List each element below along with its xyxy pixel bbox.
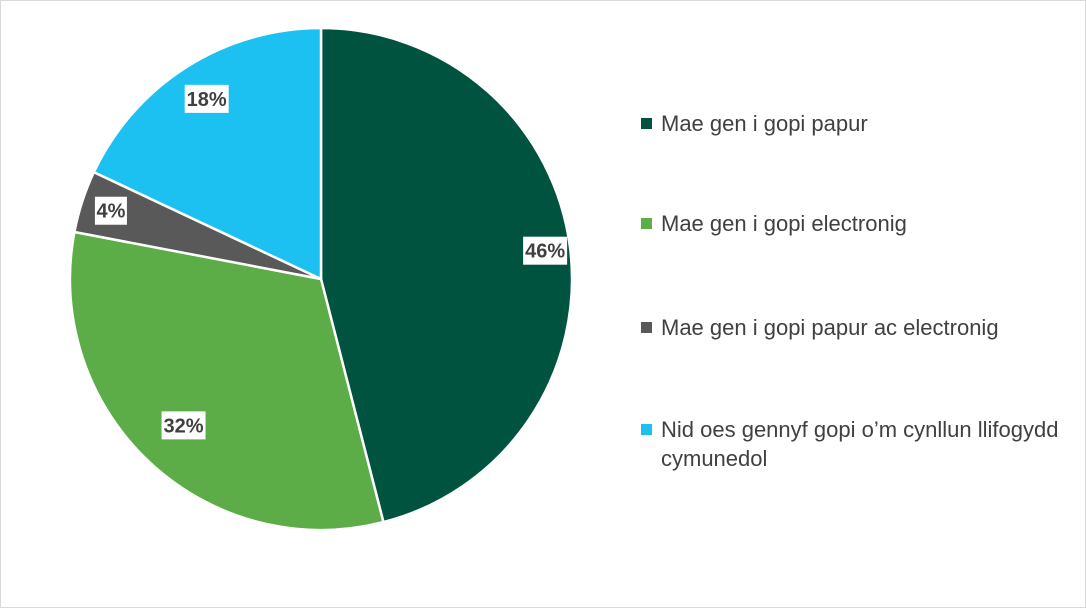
legend-item-paper-and-electronic: Mae gen i gopi papur ac electronig <box>641 313 1061 342</box>
data-label: 46% <box>525 241 565 263</box>
legend-item-electronic: Mae gen i gopi electronig <box>641 209 1061 238</box>
legend-item-no-copy: Nid oes gennyf gopi o’m cynllun llifogyd… <box>641 415 1061 473</box>
legend-label: Mae gen i gopi papur <box>661 111 868 136</box>
pie-slice <box>319 26 574 524</box>
data-label-background <box>184 84 229 113</box>
legend-label: Nid oes gennyf gopi o’m cynllun llifogyd… <box>661 417 1059 471</box>
legend-label: Mae gen i gopi electronig <box>661 211 907 236</box>
legend-label: Mae gen i gopi papur ac electronig <box>661 315 999 340</box>
pie-slice <box>92 26 323 281</box>
pie-chart: 46% 32% 4% 18% <box>68 26 574 532</box>
legend-swatch <box>641 218 652 229</box>
pie-labels: 46% 32% 4% 18% <box>94 84 568 440</box>
data-label: 18% <box>187 89 227 111</box>
data-label: 32% <box>164 415 204 437</box>
data-label-background <box>523 236 568 265</box>
legend-swatch <box>641 118 652 129</box>
pie-slice <box>68 230 385 532</box>
legend-swatch <box>641 322 652 333</box>
data-label-background <box>161 411 206 440</box>
data-label: 4% <box>96 201 125 223</box>
legend-item-paper: Mae gen i gopi papur <box>641 109 1061 138</box>
pie-slices <box>68 26 574 532</box>
data-label-background <box>94 196 127 225</box>
legend-swatch <box>641 424 652 435</box>
